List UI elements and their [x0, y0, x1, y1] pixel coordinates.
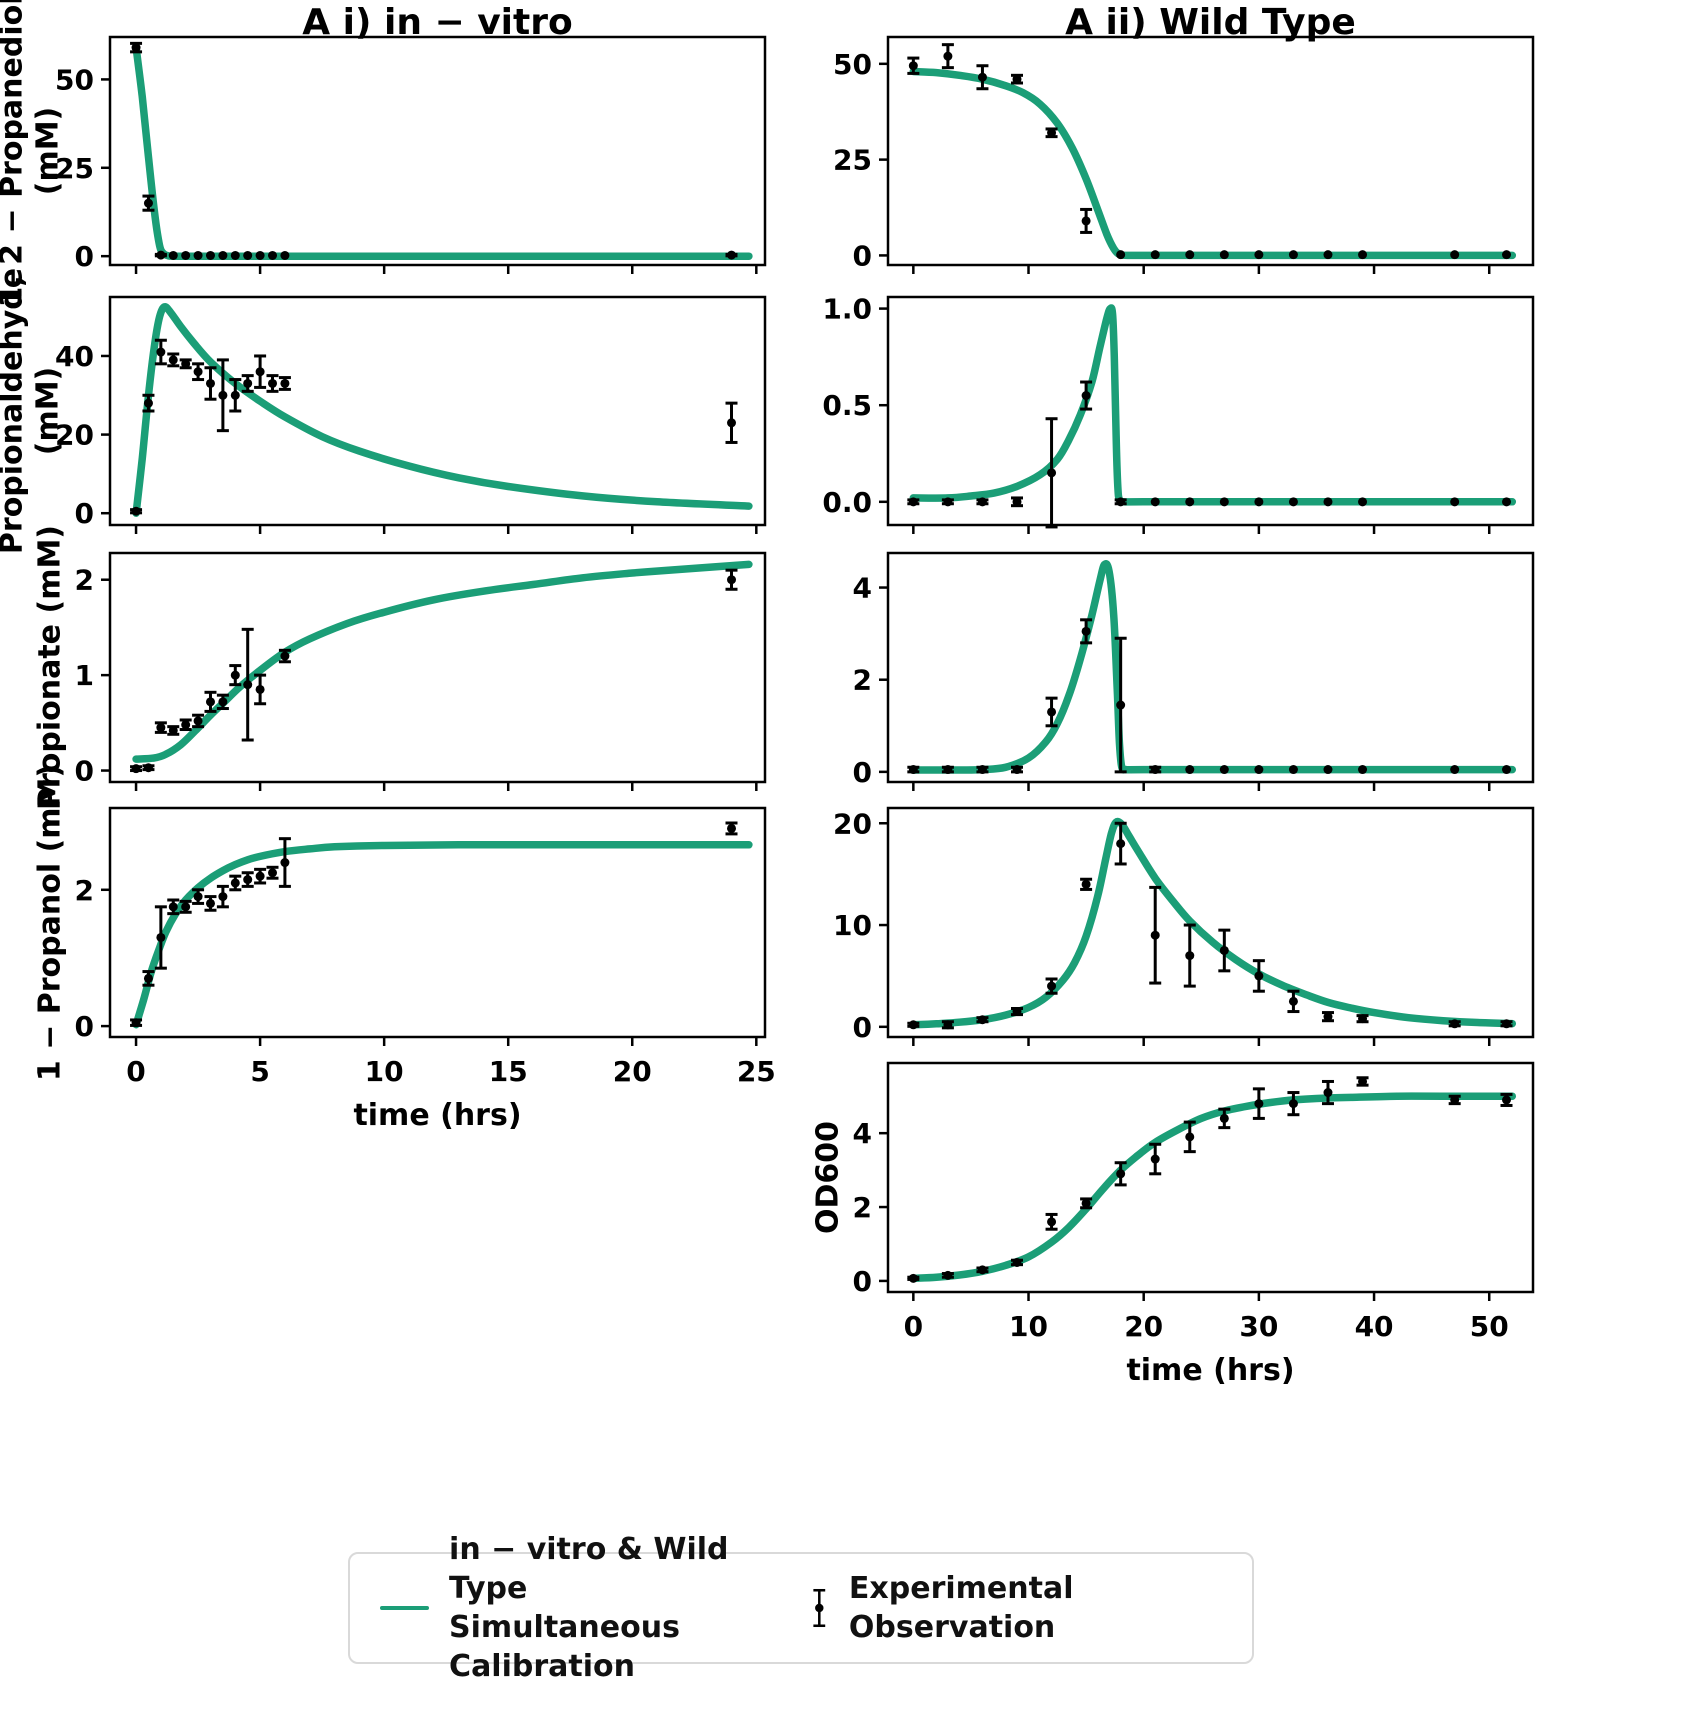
svg-text:10: 10 [833, 909, 872, 942]
svg-text:20: 20 [55, 419, 94, 452]
svg-text:20: 20 [833, 807, 872, 840]
svg-text:40: 40 [55, 340, 94, 373]
svg-text:15: 15 [489, 1055, 528, 1088]
plot-wildtype-propionaldehyde: 0.0 0.5 1.0 [822, 293, 1535, 534]
plot-invitro-propionaldehyde: 0 20 40 Propionaldehyde (mM) [0, 268, 767, 554]
plot-invitro-propionate: 0 1 2 Propionate (mM) [33, 525, 767, 810]
svg-text:50: 50 [1470, 1310, 1509, 1343]
svg-text:25: 25 [55, 152, 94, 185]
svg-text:0.0: 0.0 [822, 486, 872, 519]
svg-text:Propionaldehyde: Propionaldehyde [0, 268, 30, 554]
plot-invitro-12-propanediol: 0 25 50 1, 2 − Propanediol(mM) [0, 0, 767, 308]
svg-text:0: 0 [75, 755, 94, 788]
plot-wildtype-od600: 0 10 20 30 40 50 0 2 4 OD600 time (hrs) [811, 1061, 1535, 1388]
svg-text:50: 50 [55, 63, 94, 96]
svg-text:0: 0 [75, 240, 94, 273]
plot-wildtype-propionate: 0 2 4 [853, 551, 1535, 791]
svg-text:30: 30 [1239, 1310, 1278, 1343]
svg-text:20: 20 [613, 1055, 652, 1088]
svg-text:0: 0 [75, 1010, 94, 1043]
svg-text:0: 0 [75, 497, 94, 530]
calibration-label-line2: Simultaneous Calibration [449, 1610, 680, 1684]
svg-text:5: 5 [250, 1055, 269, 1088]
svg-text:(mM): (mM) [31, 367, 66, 456]
svg-text:OD600: OD600 [811, 1121, 846, 1234]
svg-text:25: 25 [737, 1055, 776, 1088]
svg-text:10: 10 [365, 1055, 404, 1088]
svg-text:0: 0 [853, 1265, 872, 1298]
plot-wildtype-12-propanediol: 0 25 50 [833, 35, 1535, 274]
svg-text:50: 50 [833, 48, 872, 81]
legend-item-observation: Experimental Observation [810, 1569, 1222, 1647]
legend: in − vitro & Wild Type Simultaneous Cali… [348, 1532, 1254, 1684]
svg-text:2: 2 [75, 874, 94, 907]
svg-text:1, 2 − Propanediol: 1, 2 − Propanediol [0, 0, 30, 308]
calibration-label-line1: in − vitro & Wild Type [449, 1532, 729, 1606]
svg-text:0: 0 [853, 1011, 872, 1044]
svg-text:0: 0 [126, 1055, 145, 1088]
plot-wildtype-1-propanol: 0 10 20 [833, 806, 1535, 1046]
svg-text:0: 0 [853, 239, 872, 272]
svg-text:10: 10 [1009, 1310, 1048, 1343]
svg-text:(mM): (mM) [31, 107, 66, 196]
errorbar-icon [813, 1588, 826, 1628]
svg-text:2: 2 [75, 564, 94, 597]
svg-text:4: 4 [853, 572, 872, 605]
svg-text:time (hrs): time (hrs) [1126, 1353, 1294, 1388]
svg-text:40: 40 [1355, 1310, 1394, 1343]
svg-text:Propionate (mM): Propionate (mM) [33, 525, 68, 810]
observation-label: Experimental Observation [848, 1571, 1074, 1645]
svg-text:1 − Propanol (mM): 1 − Propanol (mM) [33, 764, 68, 1081]
svg-text:0: 0 [904, 1310, 923, 1343]
legend-item-calibration: in − vitro & Wild Type Simultaneous Cali… [380, 1530, 810, 1686]
svg-text:0.5: 0.5 [822, 389, 872, 422]
plot-invitro-1-propanol: 0 5 10 15 20 25 0 2 1 − Propanol (mM) time (hrs) [33, 764, 776, 1133]
svg-text:2: 2 [853, 664, 872, 697]
svg-text:1: 1 [75, 659, 94, 692]
svg-text:time (hrs): time (hrs) [353, 1098, 521, 1133]
svg-text:2: 2 [853, 1191, 872, 1224]
svg-text:1.0: 1.0 [822, 293, 872, 326]
calibration-line-swatch [380, 1606, 430, 1610]
svg-text:20: 20 [1124, 1310, 1163, 1343]
svg-text:4: 4 [853, 1117, 872, 1150]
calibration-label: in − vitro & Wild Type Simultaneous Cali… [449, 1530, 810, 1686]
svg-text:0: 0 [853, 756, 872, 789]
svg-text:25: 25 [833, 144, 872, 177]
